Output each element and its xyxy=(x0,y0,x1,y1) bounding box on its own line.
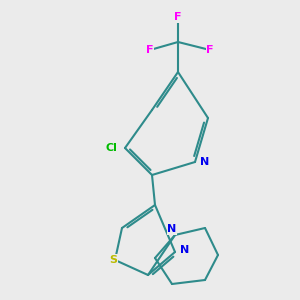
Text: N: N xyxy=(180,245,189,255)
Text: N: N xyxy=(200,157,209,167)
Text: S: S xyxy=(109,255,117,265)
Text: F: F xyxy=(146,45,154,55)
Text: F: F xyxy=(174,12,182,22)
Text: F: F xyxy=(206,45,214,55)
Text: N: N xyxy=(167,224,177,234)
Text: Cl: Cl xyxy=(105,143,117,153)
